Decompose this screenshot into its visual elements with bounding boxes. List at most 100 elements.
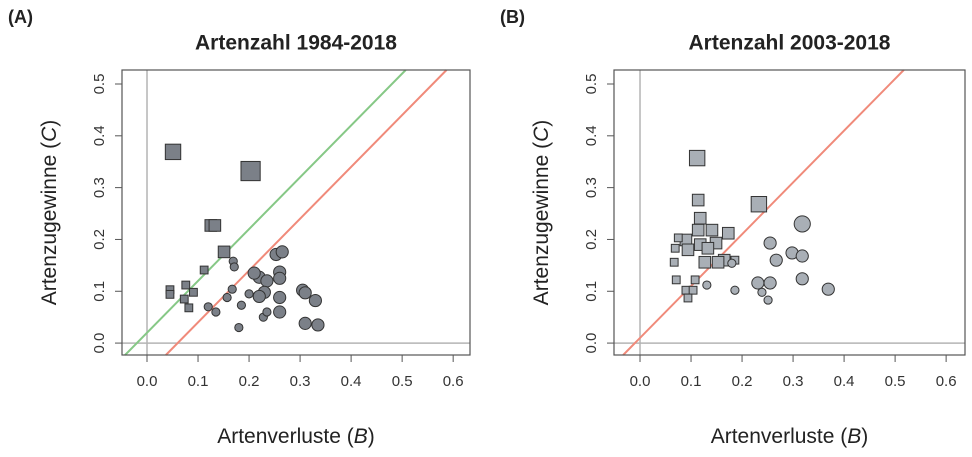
square-point — [240, 160, 261, 182]
x-tick-label: 0.6 — [443, 373, 464, 390]
circle-point — [795, 249, 809, 263]
reference-line — [165, 69, 448, 356]
square-point — [181, 280, 191, 290]
circle-point — [763, 295, 773, 305]
square-point — [691, 193, 705, 207]
panel-label: (B) — [500, 7, 525, 27]
circle-point — [751, 276, 765, 290]
square-point — [693, 211, 707, 225]
circle-point — [757, 287, 767, 297]
x-tick-label: 0.6 — [936, 373, 957, 390]
y-tick-label: 0.4 — [91, 125, 108, 146]
circle-point — [236, 300, 246, 310]
square-point — [673, 233, 683, 243]
square-point — [691, 223, 705, 237]
circle-point — [244, 289, 254, 299]
circle-point — [262, 307, 272, 317]
panel-label: (A) — [8, 7, 33, 27]
y-tick-label: 0.1 — [583, 281, 600, 302]
y-tick-label: 0.3 — [583, 177, 600, 198]
x-axis-label-part: Artenverluste ( — [711, 425, 848, 448]
x-axis-label-part: ) — [368, 425, 375, 448]
square-point — [669, 257, 679, 267]
circle-point — [298, 316, 312, 330]
circle-point — [702, 280, 712, 290]
circle-point — [821, 282, 835, 296]
y-axis-label: Artenzugewinne (C) — [38, 120, 61, 306]
circle-point — [234, 322, 244, 333]
x-tick-label: 0.3 — [783, 373, 804, 390]
plot-frame — [613, 69, 966, 356]
y-tick-label: 0.3 — [91, 177, 108, 198]
circle-point — [769, 253, 783, 267]
chart-panel: (A) Artenzahl 1984-2018 0.0 0.1 0.2 0.3 0.4 0.5… — [8, 7, 471, 448]
circle-point — [273, 271, 287, 285]
y-tick-label: 0.2 — [583, 229, 600, 250]
square-point — [671, 275, 681, 285]
y-tick-label: 0.5 — [583, 74, 600, 95]
y-tick-label: 0.0 — [583, 333, 600, 354]
plot-frame — [121, 69, 471, 356]
circle-point — [793, 215, 811, 233]
x-tick-label: 0.2 — [239, 373, 260, 390]
square-point — [721, 226, 735, 240]
circle-point — [308, 294, 322, 308]
square-point — [683, 293, 693, 303]
square-point — [165, 289, 175, 299]
y-axis-label-part: C — [530, 126, 553, 142]
square-point — [681, 285, 691, 295]
circle-point — [227, 284, 237, 294]
x-tick-label: 0.5 — [392, 373, 413, 390]
square-point — [688, 285, 698, 295]
y-axis-label-part: ) — [38, 120, 61, 127]
x-axis-label: Artenverluste (B) — [711, 425, 869, 448]
reference-line — [124, 69, 407, 356]
x-tick-label: 0.0 — [137, 373, 158, 390]
circle-point — [763, 236, 777, 250]
reference-line — [622, 69, 905, 356]
x-tick-label: 0.3 — [290, 373, 311, 390]
circle-point — [247, 266, 261, 280]
y-axis-label-part: Artenzugewinne ( — [530, 142, 553, 305]
x-axis-label-part: Artenverluste ( — [217, 425, 354, 448]
circle-point — [298, 286, 312, 300]
y-axis-label-part: ) — [530, 120, 553, 127]
circle-point — [763, 276, 777, 290]
square-point — [750, 196, 768, 213]
y-tick-label: 0.1 — [91, 281, 108, 302]
x-axis-label-part: B — [354, 425, 368, 448]
x-tick-label: 0.1 — [681, 373, 702, 390]
circle-point — [275, 245, 289, 259]
y-tick-label: 0.0 — [91, 333, 108, 354]
circle-point — [203, 302, 213, 312]
square-point — [698, 255, 712, 269]
square-point — [217, 245, 231, 259]
x-axis-label-part: ) — [861, 425, 868, 448]
x-tick-label: 0.4 — [834, 373, 855, 390]
y-axis-label-part: Artenzugewinne ( — [38, 142, 61, 305]
x-axis-label-part: B — [847, 425, 861, 448]
x-tick-label: 0.1 — [188, 373, 209, 390]
chart-title: Artenzahl 2003-2018 — [689, 32, 891, 55]
square-point — [164, 143, 182, 161]
chart-title: Artenzahl 1984-2018 — [195, 32, 397, 55]
square-point — [705, 223, 719, 237]
circle-point — [727, 258, 737, 268]
square-point — [670, 243, 680, 253]
chart-panel: (B) Artenzahl 2003-2018 0.0 0.1 0.2 0.3 0.4 0.5… — [500, 7, 966, 448]
y-axis-label-part: C — [38, 126, 61, 142]
square-point — [208, 219, 222, 232]
square-point — [711, 255, 725, 269]
y-tick-label: 0.4 — [583, 125, 600, 146]
y-tick-label: 0.5 — [91, 74, 108, 95]
square-point — [179, 294, 189, 304]
circle-point — [252, 289, 266, 304]
square-point — [199, 265, 209, 275]
circle-point — [311, 318, 325, 332]
square-point — [690, 275, 700, 285]
circle-point — [229, 262, 239, 272]
x-tick-label: 0.4 — [341, 373, 362, 390]
circle-point — [795, 272, 809, 286]
x-tick-label: 0.0 — [630, 373, 651, 390]
